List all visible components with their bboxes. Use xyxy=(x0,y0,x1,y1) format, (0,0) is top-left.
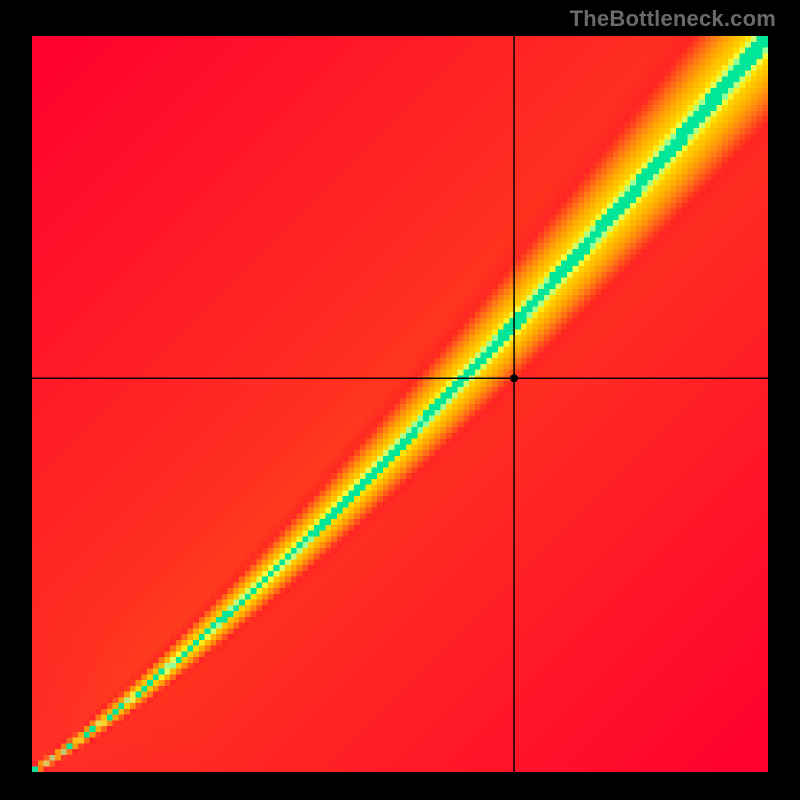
bottleneck-heatmap-canvas xyxy=(32,36,768,772)
attribution-label: TheBottleneck.com xyxy=(570,6,776,32)
plot-area xyxy=(32,36,768,772)
root-container: { "attribution": "TheBottleneck.com", "c… xyxy=(0,0,800,800)
